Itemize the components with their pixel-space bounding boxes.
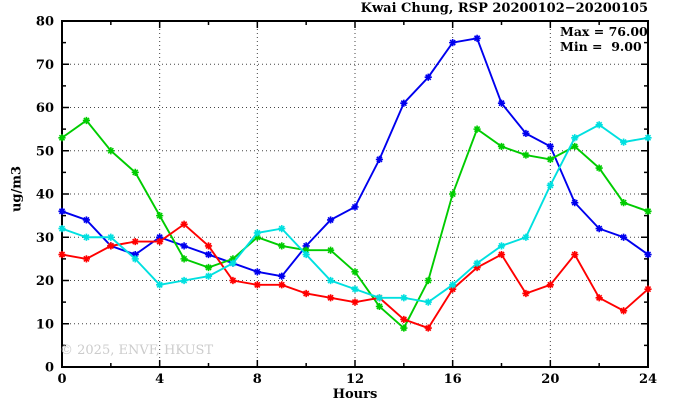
svg-text:16: 16 xyxy=(444,372,462,387)
gridlines xyxy=(62,21,648,367)
svg-text:20: 20 xyxy=(541,372,559,387)
tick-labels: 0 10 20 30 40 50 60 70 80 0 4 8 12 16 20 24 xyxy=(36,15,657,388)
copyright-watermark: © 2025, ENVF, HKUST xyxy=(60,343,214,358)
svg-text:0: 0 xyxy=(45,361,54,376)
series-green xyxy=(58,116,652,332)
series-cyan xyxy=(58,121,652,306)
svg-text:0: 0 xyxy=(57,372,66,387)
svg-text:20: 20 xyxy=(36,274,54,289)
svg-text:50: 50 xyxy=(36,144,54,159)
svg-text:40: 40 xyxy=(36,188,54,203)
svg-text:8: 8 xyxy=(253,372,262,387)
svg-text:80: 80 xyxy=(36,15,54,30)
y-axis-label: ug/m3 xyxy=(9,165,25,213)
plot-frame xyxy=(61,20,649,368)
svg-text:24: 24 xyxy=(639,372,657,387)
min-annotation: Min = 9.00 xyxy=(560,39,642,54)
svg-text:30: 30 xyxy=(36,231,54,246)
chart-title: Kwai Chung, RSP 20200102−20200105 xyxy=(360,1,648,16)
svg-text:10: 10 xyxy=(36,317,54,332)
x-axis-label: Hours xyxy=(332,387,378,402)
svg-text:70: 70 xyxy=(36,58,54,73)
svg-text:60: 60 xyxy=(36,101,54,116)
svg-text:12: 12 xyxy=(346,372,364,387)
max-annotation: Max = 76.00 xyxy=(560,24,648,39)
svg-text:4: 4 xyxy=(155,372,164,387)
